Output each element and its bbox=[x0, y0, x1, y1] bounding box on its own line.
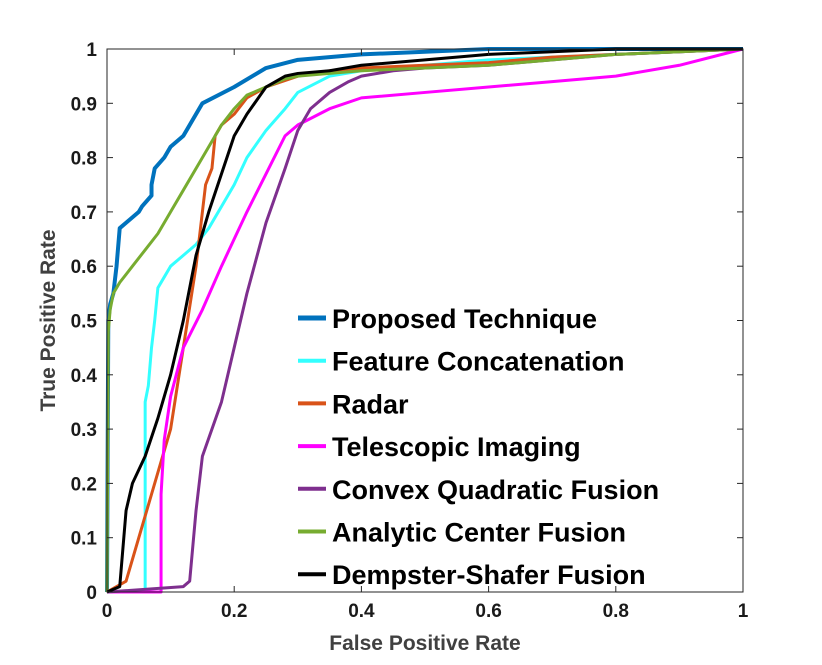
x-tick-label: 0.6 bbox=[475, 601, 501, 622]
legend-label: Telescopic Imaging bbox=[332, 432, 581, 462]
series-layer bbox=[105, 47, 744, 594]
x-tick-label: 1 bbox=[738, 601, 749, 622]
x-axis-ticks: 0 0.2 0.4 0.6 0.8 1 bbox=[102, 49, 749, 622]
legend-label: Analytic Center Fusion bbox=[332, 518, 626, 548]
y-tick-label: 0.7 bbox=[71, 203, 97, 224]
x-axis-label: False Positive Rate bbox=[329, 632, 520, 655]
y-tick-label: 0.3 bbox=[71, 420, 97, 441]
series-line-1 bbox=[107, 47, 744, 594]
legend-label: Feature Concatenation bbox=[332, 347, 625, 377]
y-axis-label: True Positive Rate bbox=[37, 229, 60, 411]
y-tick-label: 0.8 bbox=[71, 149, 97, 170]
series-line-0 bbox=[105, 47, 743, 593]
x-tick-label: 0.8 bbox=[603, 601, 629, 622]
series-line-3 bbox=[107, 47, 744, 594]
series-line-6 bbox=[106, 47, 743, 594]
legend: Proposed Technique Feature Concatenation R… bbox=[298, 304, 659, 590]
legend-label: Convex Quadratic Fusion bbox=[332, 475, 659, 505]
y-tick-label: 0.4 bbox=[71, 366, 98, 387]
y-tick-label: 1 bbox=[86, 40, 97, 61]
y-tick-label: 0.5 bbox=[71, 312, 98, 333]
series-line-5 bbox=[105, 47, 744, 593]
x-tick-label: 0.2 bbox=[221, 601, 247, 622]
y-tick-label: 0.9 bbox=[71, 94, 97, 115]
y-tick-label: 0.2 bbox=[71, 474, 97, 495]
y-tick-label: 0 bbox=[86, 583, 97, 604]
y-axis-ticks: 0 0.1 0.2 0.3 0.4 0.5 0.6 0.7 0.8 0.9 1 bbox=[71, 40, 743, 604]
y-tick-label: 0.1 bbox=[71, 529, 98, 550]
legend-label: Proposed Technique bbox=[332, 304, 597, 334]
y-tick-label: 0.6 bbox=[71, 257, 97, 278]
x-tick-label: 0.4 bbox=[348, 601, 375, 622]
legend-label: Radar bbox=[332, 389, 409, 419]
legend-label: Dempster-Shafer Fusion bbox=[332, 560, 646, 590]
x-tick-label: 0 bbox=[102, 601, 113, 622]
